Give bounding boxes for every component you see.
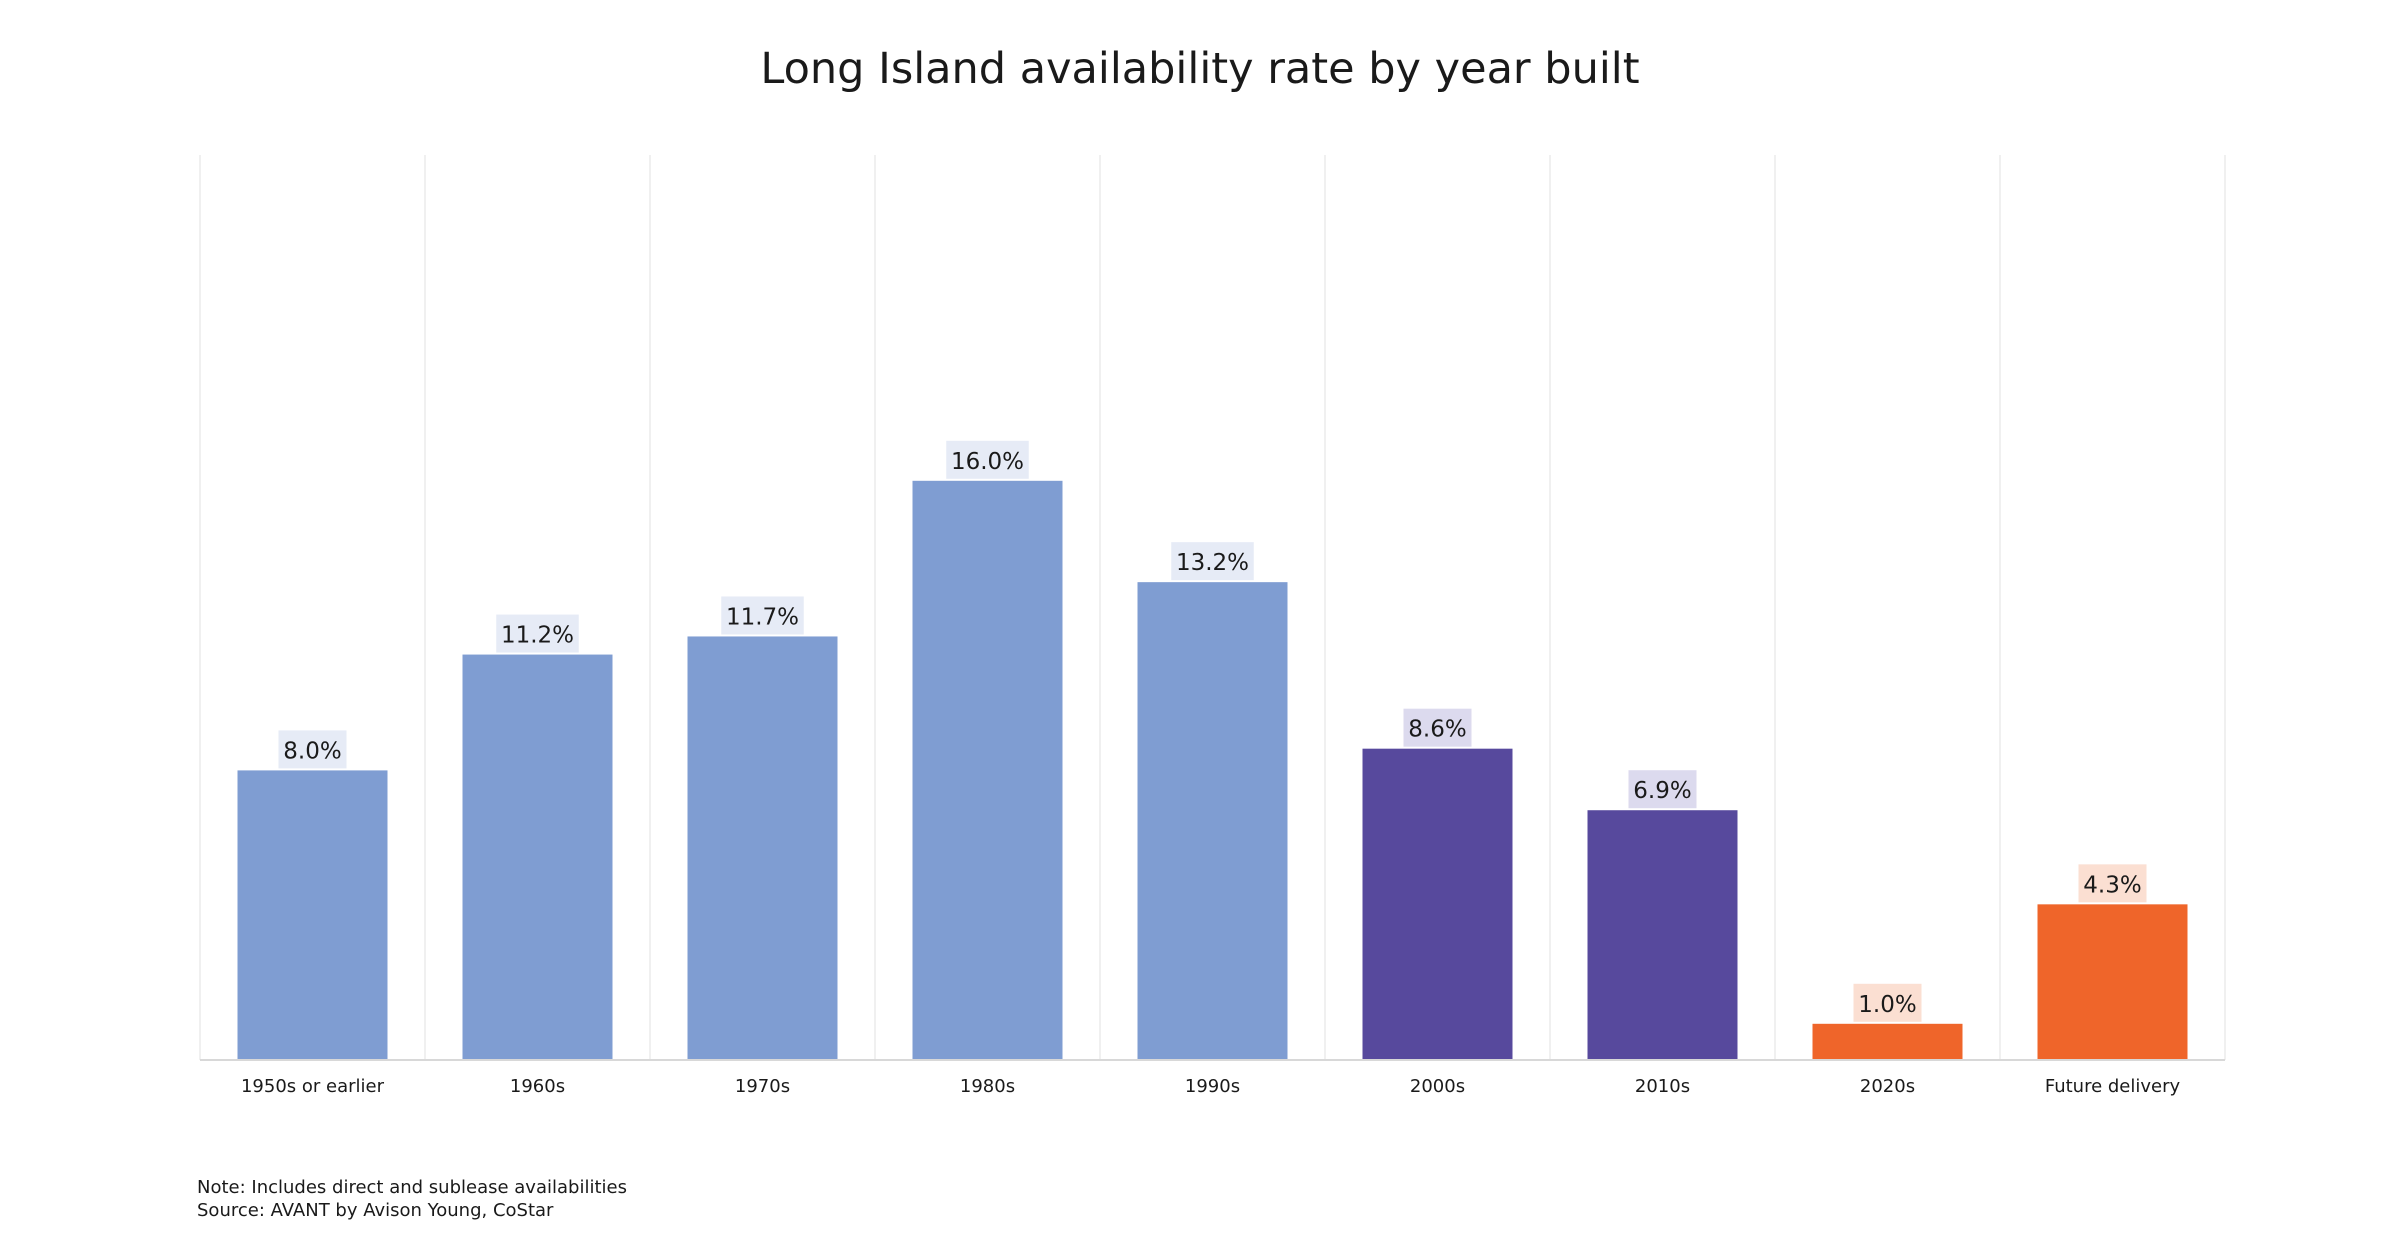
data-label: 1.0%: [1858, 992, 1916, 1018]
bar: [1587, 810, 1738, 1060]
x-tick-label: 2010s: [1635, 1076, 1690, 1097]
data-label: 11.7%: [726, 604, 799, 630]
bars: [237, 480, 2188, 1060]
data-label: 16.0%: [951, 449, 1024, 475]
grid-lines: [199, 155, 2226, 1060]
data-label: 8.6%: [1408, 717, 1466, 743]
x-tick-label: 2020s: [1860, 1076, 1915, 1097]
chart-source: Source: AVANT by Avison Young, CoStar: [197, 1200, 554, 1221]
data-label-background: [1628, 770, 1697, 809]
bar: [912, 480, 1063, 1060]
data-label: 6.9%: [1633, 778, 1691, 804]
chart-note: Note: Includes direct and sublease avail…: [197, 1177, 627, 1198]
data-label: 13.2%: [1176, 550, 1249, 576]
data-label-background: [946, 440, 1029, 479]
x-tick-label: 1970s: [735, 1076, 790, 1097]
bar: [687, 636, 838, 1060]
x-tick-labels: 1950s or earlier 1960s 1970s 1980s 1990s 2000…: [241, 1076, 2181, 1097]
bar: [1812, 1023, 1963, 1060]
chart-title: Long Island availability rate by year bu…: [760, 44, 1640, 94]
data-label-background: [496, 614, 579, 653]
x-tick-label: 1980s: [960, 1076, 1015, 1097]
data-label-background: [721, 596, 804, 635]
bar: [1137, 582, 1288, 1060]
data-label-background: [278, 730, 347, 769]
x-tick-label: 1950s or earlier: [241, 1076, 385, 1097]
bar: [1362, 748, 1513, 1060]
x-tick-label: Future delivery: [2045, 1076, 2181, 1097]
x-tick-label: 2000s: [1410, 1076, 1465, 1097]
bar: [462, 654, 613, 1060]
data-label-background: [1853, 983, 1922, 1022]
x-tick-label: 1960s: [510, 1076, 565, 1097]
bar: [2037, 904, 2188, 1060]
data-labels: 8.0% 11.2% 11.7% 16.0% 13.2% 8.6% 6.9% 1.0% 4.3%: [278, 440, 2147, 1022]
data-label-background: [1171, 542, 1254, 581]
data-label: 4.3%: [2083, 872, 2141, 898]
bar: [237, 770, 388, 1060]
data-label: 8.0%: [283, 738, 341, 764]
data-label-background: [2078, 864, 2147, 903]
data-label: 11.2%: [501, 623, 574, 649]
data-label-background: [1403, 708, 1472, 747]
x-tick-label: 1990s: [1185, 1076, 1240, 1097]
